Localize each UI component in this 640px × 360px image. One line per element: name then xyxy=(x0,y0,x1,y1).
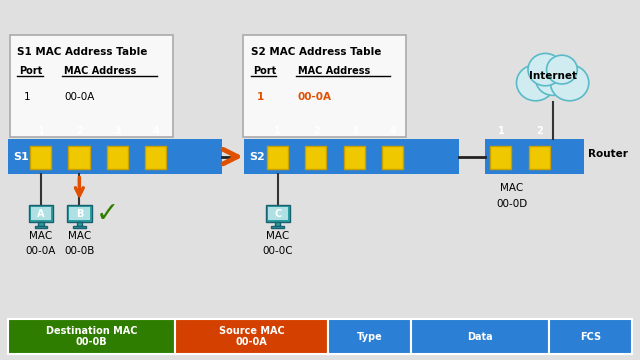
Bar xyxy=(29,205,53,222)
Text: Router: Router xyxy=(588,149,628,159)
Bar xyxy=(30,146,51,168)
Text: 1: 1 xyxy=(38,126,44,136)
Text: Source MAC
00-0A: Source MAC 00-0A xyxy=(219,326,284,347)
Text: MAC: MAC xyxy=(500,183,524,193)
Circle shape xyxy=(547,55,577,84)
Bar xyxy=(145,146,166,168)
Text: Destination MAC
00-0B: Destination MAC 00-0B xyxy=(45,326,137,347)
Text: Port: Port xyxy=(253,66,276,76)
Circle shape xyxy=(536,63,570,95)
Text: S2: S2 xyxy=(250,152,266,162)
Text: 1: 1 xyxy=(257,92,264,102)
Text: ✓: ✓ xyxy=(96,199,119,228)
Text: 00-0A: 00-0A xyxy=(26,246,56,256)
Bar xyxy=(266,205,290,222)
Text: A: A xyxy=(37,208,45,219)
Text: 00-0A: 00-0A xyxy=(64,92,94,102)
Text: Port: Port xyxy=(19,66,42,76)
Text: 00-0B: 00-0B xyxy=(64,246,95,256)
Bar xyxy=(31,207,51,220)
Bar xyxy=(175,319,328,354)
Bar xyxy=(382,146,403,168)
Text: S1: S1 xyxy=(13,152,29,162)
Text: 2: 2 xyxy=(536,126,543,136)
Bar xyxy=(67,205,92,222)
Bar xyxy=(10,35,173,137)
Bar xyxy=(107,146,128,168)
Bar xyxy=(38,222,44,226)
Text: 3: 3 xyxy=(351,126,358,136)
Bar xyxy=(77,222,82,226)
Bar xyxy=(305,146,326,168)
Text: MAC: MAC xyxy=(29,231,52,241)
Text: 1: 1 xyxy=(275,126,281,136)
Text: S2 MAC Address Table: S2 MAC Address Table xyxy=(251,47,381,57)
Text: S1 MAC Address Table: S1 MAC Address Table xyxy=(17,47,148,57)
Text: MAC Address: MAC Address xyxy=(64,66,136,76)
Bar xyxy=(412,319,548,354)
Circle shape xyxy=(516,65,555,101)
Bar xyxy=(35,226,47,228)
Bar xyxy=(73,226,86,228)
Text: 2: 2 xyxy=(313,126,319,136)
Bar xyxy=(267,146,288,168)
Text: MAC: MAC xyxy=(266,231,289,241)
Text: 4: 4 xyxy=(390,126,396,136)
Bar xyxy=(344,146,365,168)
Bar xyxy=(275,222,280,226)
Bar xyxy=(8,319,175,354)
Bar xyxy=(485,139,584,174)
Text: 2: 2 xyxy=(76,126,83,136)
Text: Type: Type xyxy=(356,332,382,342)
Text: 00-0D: 00-0D xyxy=(497,199,527,209)
Bar xyxy=(243,35,406,137)
Text: 3: 3 xyxy=(115,126,121,136)
Text: Internet: Internet xyxy=(529,71,577,81)
Bar xyxy=(271,226,284,228)
Circle shape xyxy=(528,53,563,86)
Circle shape xyxy=(550,65,589,101)
Text: 00-0C: 00-0C xyxy=(262,246,293,256)
FancyArrowPatch shape xyxy=(223,149,237,164)
Text: B: B xyxy=(76,208,83,219)
Text: 4: 4 xyxy=(153,126,159,136)
Bar xyxy=(69,207,90,220)
Text: C: C xyxy=(274,208,282,219)
Text: 1: 1 xyxy=(498,126,504,136)
Bar xyxy=(244,139,459,174)
Text: MAC: MAC xyxy=(68,231,91,241)
Text: Data: Data xyxy=(467,332,493,342)
Bar xyxy=(548,319,632,354)
Bar xyxy=(529,146,550,168)
Bar xyxy=(328,319,412,354)
Text: 00-0A: 00-0A xyxy=(298,92,332,102)
FancyArrowPatch shape xyxy=(76,177,83,195)
Bar xyxy=(8,139,222,174)
Bar xyxy=(490,146,511,168)
Text: 1: 1 xyxy=(24,92,30,102)
Text: MAC Address: MAC Address xyxy=(298,66,370,76)
Bar xyxy=(68,146,90,168)
Text: FCS: FCS xyxy=(580,332,601,342)
Bar xyxy=(268,207,288,220)
